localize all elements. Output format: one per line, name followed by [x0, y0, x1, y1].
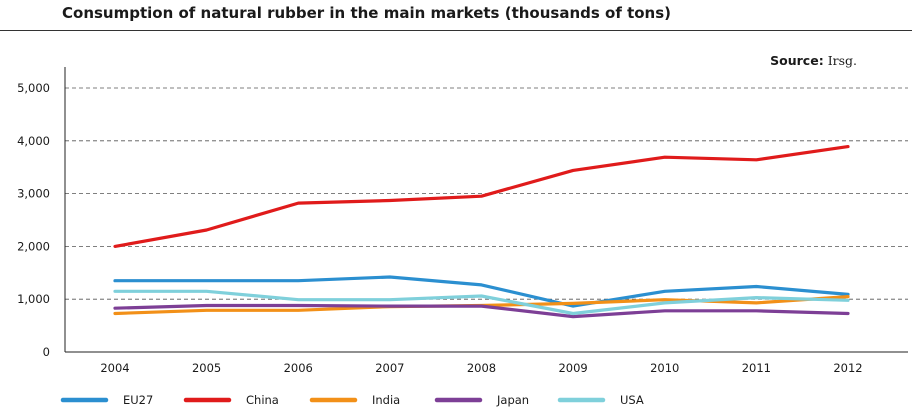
title-rule: [0, 30, 912, 31]
series-line-eu27: [113, 275, 850, 308]
legend-label-india: India: [372, 393, 400, 407]
x-tick-label: 2009: [558, 361, 587, 375]
x-tick-label: 2006: [284, 361, 313, 375]
legend-label-eu27: EU27: [123, 393, 153, 407]
y-tick-label: 4,000: [17, 134, 50, 148]
legend-label-usa: USA: [620, 393, 644, 407]
series-line-china: [113, 145, 850, 248]
chart-title: Consumption of natural rubber in the mai…: [62, 4, 672, 22]
x-tick-label: 2004: [100, 361, 129, 375]
x-tick-label: 2011: [742, 361, 771, 375]
series-line-japan: [113, 303, 850, 319]
x-tick-label: 2008: [467, 361, 496, 375]
legend-label-china: China: [246, 393, 279, 407]
y-tick-label: 5,000: [17, 81, 50, 95]
x-tick-label: 2012: [833, 361, 862, 375]
source-label: Source:: [770, 53, 824, 68]
legend-label-japan: Japan: [496, 393, 529, 407]
x-tick-label: 2010: [650, 361, 679, 375]
source-note: Source: Irsg.: [770, 53, 857, 68]
y-tick-label: 1,000: [17, 292, 50, 306]
source-value: Irsg.: [827, 53, 857, 68]
y-tick-label: 2,000: [17, 239, 50, 253]
x-tick-label: 2007: [375, 361, 404, 375]
y-tick-label: 0: [43, 345, 50, 359]
series-line-usa: [113, 289, 850, 316]
y-tick-label: 3,000: [17, 187, 50, 201]
x-tick-label: 2005: [192, 361, 221, 375]
